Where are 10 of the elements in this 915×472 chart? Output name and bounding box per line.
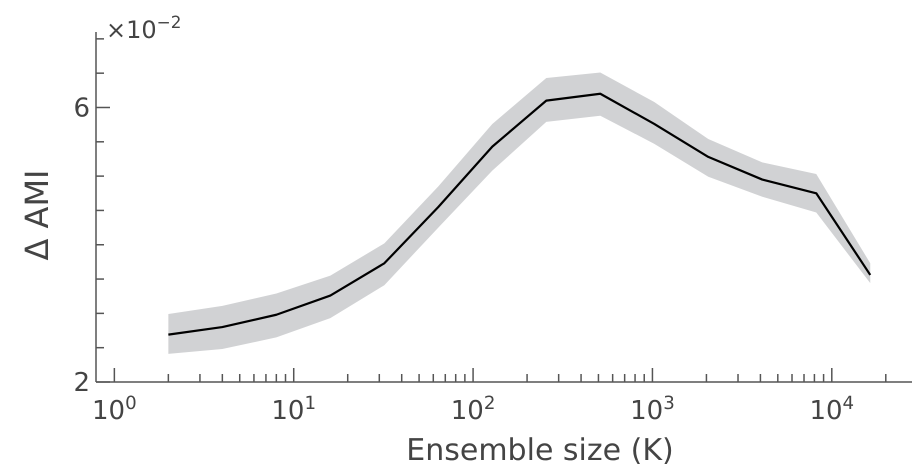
y-tick-label: 6 <box>73 93 90 124</box>
y-axis-title: Δ AMI <box>18 170 56 260</box>
x-tick-label: 10$^{3}$ <box>630 392 675 426</box>
x-tick-label: 10$^{1}$ <box>271 392 316 426</box>
x-tick-label: 10$^{4}$ <box>809 392 854 426</box>
y-tick-label: 2 <box>73 368 90 398</box>
annotation: ×10$^{−2}$ <box>106 12 182 44</box>
x-axis-title: Ensemble size (K) <box>406 433 674 468</box>
x-tick-label: 10$^{2}$ <box>450 392 496 426</box>
x-tick-label: 10$^{0}$ <box>92 392 137 426</box>
